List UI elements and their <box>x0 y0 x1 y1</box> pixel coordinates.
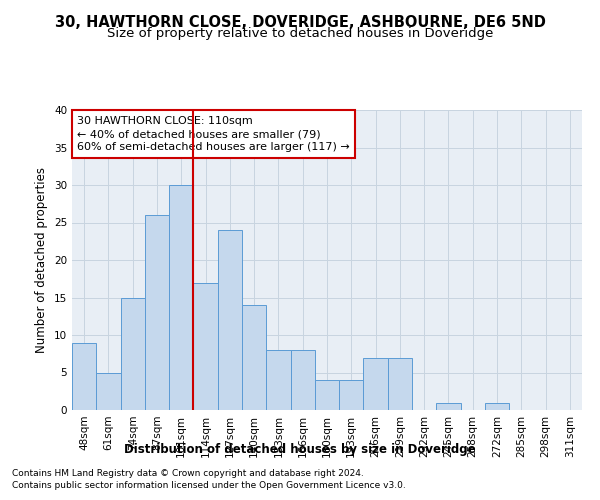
Bar <box>72 342 96 410</box>
Bar <box>436 402 461 410</box>
Bar <box>193 282 218 410</box>
Bar <box>290 350 315 410</box>
Bar <box>96 372 121 410</box>
Text: Contains public sector information licensed under the Open Government Licence v3: Contains public sector information licen… <box>12 481 406 490</box>
Bar <box>388 358 412 410</box>
Bar <box>145 215 169 410</box>
Text: Size of property relative to detached houses in Doveridge: Size of property relative to detached ho… <box>107 28 493 40</box>
Bar <box>485 402 509 410</box>
Bar <box>266 350 290 410</box>
Bar <box>339 380 364 410</box>
Text: Contains HM Land Registry data © Crown copyright and database right 2024.: Contains HM Land Registry data © Crown c… <box>12 468 364 477</box>
Bar <box>169 185 193 410</box>
Bar <box>218 230 242 410</box>
Bar <box>364 358 388 410</box>
Bar <box>121 298 145 410</box>
Bar <box>242 305 266 410</box>
Bar <box>315 380 339 410</box>
Text: 30 HAWTHORN CLOSE: 110sqm
← 40% of detached houses are smaller (79)
60% of semi-: 30 HAWTHORN CLOSE: 110sqm ← 40% of detac… <box>77 116 350 152</box>
Y-axis label: Number of detached properties: Number of detached properties <box>35 167 49 353</box>
Text: 30, HAWTHORN CLOSE, DOVERIDGE, ASHBOURNE, DE6 5ND: 30, HAWTHORN CLOSE, DOVERIDGE, ASHBOURNE… <box>55 15 545 30</box>
Text: Distribution of detached houses by size in Doveridge: Distribution of detached houses by size … <box>124 442 476 456</box>
